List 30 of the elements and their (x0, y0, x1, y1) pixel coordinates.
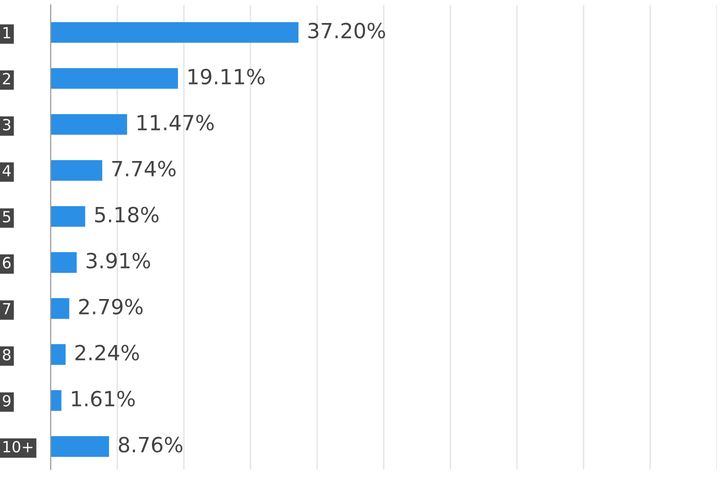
data-label: 5.18% (95, 206, 159, 223)
data-label: 37.20% (308, 22, 386, 38)
bar (50, 252, 77, 273)
bar (50, 344, 66, 365)
y-tick-label: 7 (3, 303, 10, 314)
data-label: 2.24% (75, 344, 139, 361)
y-tick-label: 4 (2, 165, 11, 176)
y-tick-label: 5 (3, 211, 10, 222)
bar (50, 114, 128, 135)
y-tick-label: 8 (2, 348, 11, 360)
y-tick-label: 6 (2, 256, 11, 268)
bar (50, 436, 110, 457)
bar (50, 160, 102, 181)
data-label: 1.61% (72, 390, 135, 407)
bar (50, 390, 62, 411)
data-label: 2.79% (79, 298, 143, 315)
bar (50, 22, 298, 43)
data-label: 8.76% (118, 436, 182, 453)
bar (50, 206, 86, 227)
bar (50, 68, 178, 89)
y-tick-label: 3 (2, 118, 10, 130)
bar (50, 298, 70, 319)
data-label: 19.11% (188, 68, 265, 84)
data-label: 3.91% (86, 252, 150, 269)
data-label: 11.47% (138, 114, 214, 130)
y-tick-label: 9 (2, 394, 10, 406)
y-tick-label: 1 (4, 27, 10, 38)
y-tick-label: 10+ (4, 440, 32, 452)
y-tick-label: 2 (2, 72, 10, 84)
data-label: 7.74% (112, 160, 176, 176)
